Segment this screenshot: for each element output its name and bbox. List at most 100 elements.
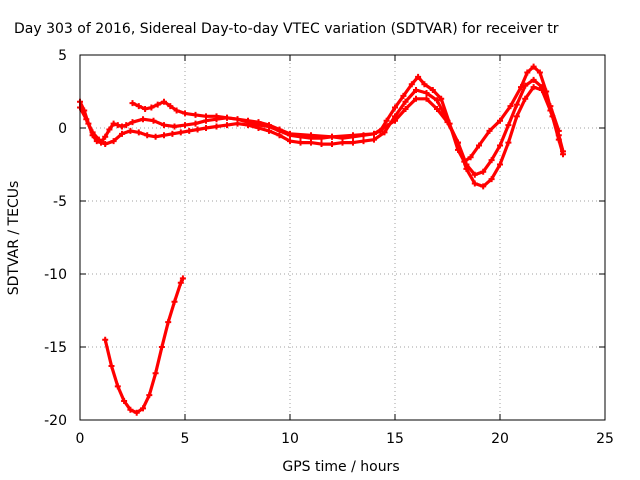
data-point [480,183,487,190]
data-point [371,130,377,137]
y-tick-label: 0 [58,121,67,137]
data-point [392,117,398,124]
data-point [413,87,419,94]
data-point [173,107,180,114]
x-axis-label: GPS time / hours [282,459,399,475]
data-point [287,130,293,137]
data-point [266,122,272,129]
data-point [123,122,130,129]
data-point [497,117,503,124]
data-point [135,129,142,136]
data-point [110,138,117,145]
data-point [339,139,346,146]
data-point [360,138,367,145]
data-point [255,125,262,131]
data-point [177,279,184,286]
data-point [547,103,554,110]
data-point [513,101,520,108]
data-point [383,117,390,124]
data-point [169,130,176,137]
y-tick-label: -5 [53,194,67,210]
data-point [167,103,174,110]
data-point [276,126,283,133]
plot-frame [79,54,606,421]
data-point [276,132,283,139]
data-point [150,117,157,124]
data-point [140,116,146,123]
data-point [488,176,495,183]
data-point [402,106,409,113]
data-point [203,125,209,131]
data-series [77,63,566,416]
data-point [119,130,125,137]
data-point [421,81,428,88]
data-point [555,127,562,134]
data-point [524,69,531,76]
data-point [438,95,445,102]
data-point [179,275,186,282]
data-point [350,132,356,139]
data-point [192,111,199,118]
data-point [413,95,419,102]
data-point [507,103,514,110]
data-point [182,110,188,117]
data-point [423,95,430,102]
data-point [161,98,167,105]
data-point [455,139,461,146]
data-point [255,119,262,126]
data-point [135,103,142,110]
data-point [129,119,136,126]
data-point [83,116,90,123]
data-point [408,81,415,88]
data-point [146,392,153,399]
data-point [110,120,117,127]
data-point [329,141,335,148]
data-point [127,406,134,413]
data-point [505,122,512,129]
data-point [213,123,220,130]
data-point [106,126,113,133]
x-tick-label: 25 [596,431,614,447]
y-tick-label: -10 [44,267,67,283]
y-axis-label: SDTVAR / TECUs [6,181,22,296]
x-tick-label: 5 [181,431,190,447]
data-point [530,76,537,83]
data-point [203,113,209,120]
data-point [530,84,537,91]
data-point [522,82,529,89]
y-tick-label: -15 [44,340,67,356]
data-point [505,139,512,146]
data-point [129,100,136,107]
data-point [224,122,230,129]
data-point [539,84,545,91]
data-point [171,298,178,305]
data-point [152,133,159,140]
data-point [402,98,409,105]
data-point [121,398,128,405]
data-point [400,92,407,99]
data-point [471,171,478,178]
y-tick-label: -20 [44,413,67,429]
data-point [476,142,482,149]
data-point [392,104,398,111]
data-point [329,133,335,140]
data-point [119,123,125,130]
data-point [463,161,470,168]
x-tick-label: 0 [76,431,85,447]
data-point [186,127,193,134]
series-line-1 [78,65,565,164]
data-point [488,157,495,164]
data-point [560,148,566,155]
data-point [308,132,314,139]
data-point [171,123,178,130]
data-point [497,142,503,149]
data-point [192,120,199,127]
data-point [95,136,102,143]
data-point [297,139,304,146]
data-point [182,122,188,129]
data-point [497,161,503,168]
data-point [114,122,121,129]
data-point [471,180,478,187]
data-point [108,362,115,369]
data-point [513,113,520,120]
